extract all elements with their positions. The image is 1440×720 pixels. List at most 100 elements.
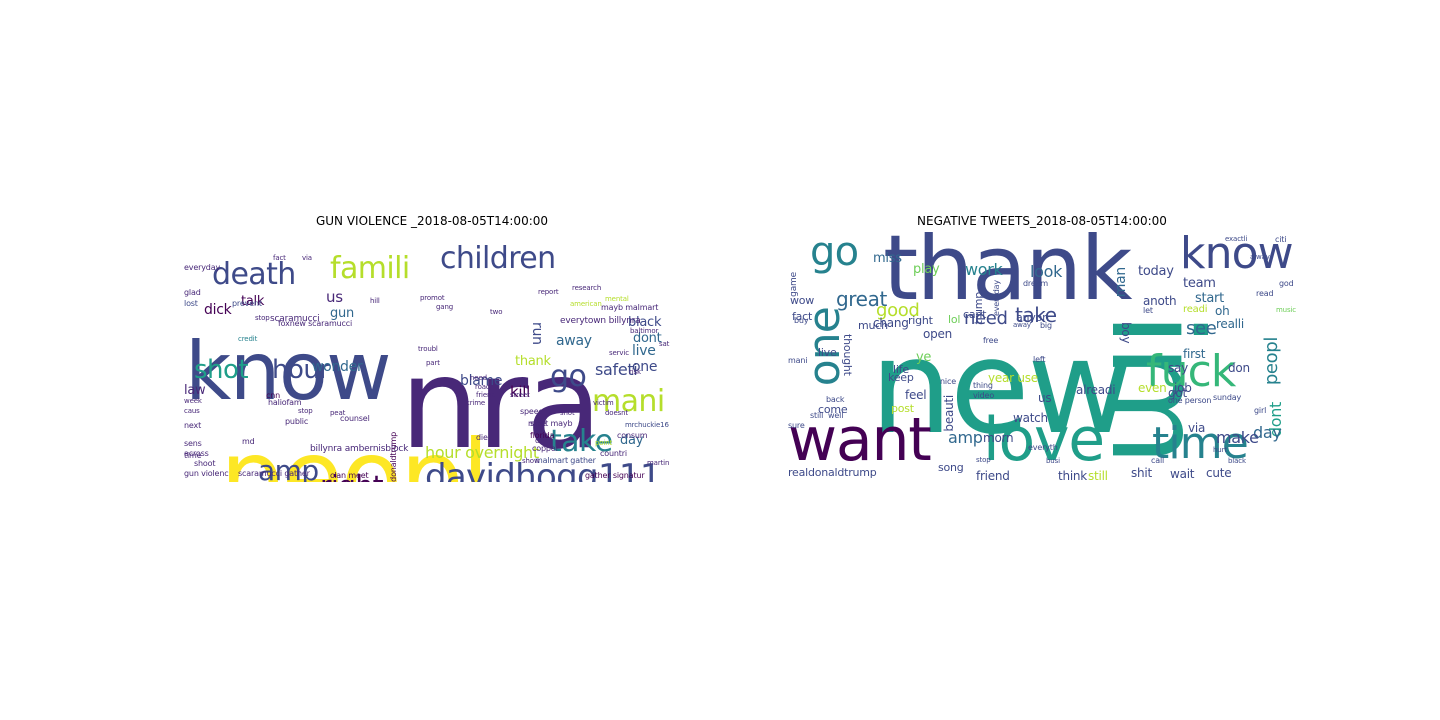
cloud-word: everyday	[992, 280, 1001, 317]
cloud-word: time	[1152, 418, 1249, 469]
cloud-word: one person	[1168, 396, 1212, 405]
cloud-word: beauti	[942, 395, 956, 432]
cloud-word: prevent	[232, 299, 262, 308]
cloud-word: hour	[272, 355, 330, 385]
cloud-word: sunday	[1213, 393, 1242, 402]
cloud-word: fact	[273, 254, 286, 262]
cloud-word: thank	[883, 232, 1132, 321]
cloud-word: away	[1013, 321, 1031, 329]
cloud-word: amp	[948, 428, 983, 447]
cloud-word: first	[1183, 347, 1206, 361]
cloud-word: well	[828, 411, 844, 420]
cloud-word: open	[923, 327, 952, 341]
cloud-word: wonder	[312, 359, 363, 375]
cloud-word: glad	[184, 288, 201, 297]
cloud-word: oh	[1215, 304, 1230, 318]
cloud-word: miss	[873, 251, 902, 266]
cloud-word: victim	[593, 399, 614, 407]
cloud-word: dont	[633, 331, 662, 346]
cloud-word: read	[1256, 289, 1274, 298]
cloud-word: sure	[788, 421, 805, 430]
cloud-word: big	[1040, 321, 1052, 330]
cloud-word: blame	[460, 373, 503, 389]
cloud-word: martin	[647, 459, 670, 467]
cloud-word: counsel	[340, 414, 370, 423]
cloud-word: boy	[1119, 322, 1133, 344]
cloud-word: great	[836, 287, 887, 311]
cloud-word: american	[570, 300, 602, 308]
cloud-word: public	[285, 417, 309, 426]
cloud-word: hurt	[1213, 446, 1227, 454]
cloud-word: fact	[792, 310, 813, 323]
cloud-word: take	[1015, 303, 1057, 327]
cloud-word: anoth	[1143, 294, 1177, 308]
cloud-word: still	[810, 411, 824, 420]
cloud-word: readi	[1183, 304, 1208, 315]
cloud-word: troubl	[418, 345, 438, 353]
cloud-word: play	[913, 262, 940, 277]
cloud-word: morn	[983, 431, 1014, 445]
cloud-word: make	[1216, 428, 1259, 447]
cloud-word: two	[490, 308, 503, 316]
cloud-word: game	[789, 272, 799, 297]
cloud-word: know	[185, 325, 392, 418]
cloud-word: law	[184, 383, 206, 398]
cloud-word: nice	[940, 377, 956, 386]
cloud-word: free	[983, 336, 999, 345]
cloud-word: say	[1168, 361, 1188, 375]
cloud-word: thank	[515, 354, 551, 369]
cloud-word: fuck	[1146, 346, 1236, 397]
cloud-word: florida	[530, 431, 555, 440]
cloud-word: left	[1033, 355, 1046, 364]
cloud-word: love	[983, 405, 1105, 475]
cloud-word: us	[326, 288, 343, 306]
cloud-word: lost	[184, 299, 198, 308]
cloud-word: god	[1279, 279, 1294, 288]
cloud-word: song	[938, 461, 964, 474]
cloud-word: sat	[659, 340, 670, 348]
cloud-word: shoot	[194, 459, 216, 468]
cloud-word: risk	[629, 368, 641, 376]
cloud-word: mani	[592, 384, 665, 419]
cloud-word: dv	[535, 436, 545, 445]
cloud-word: everytown billynra	[560, 316, 641, 326]
cloud-word: friend	[976, 469, 1010, 483]
cloud-word: black	[628, 315, 662, 330]
cloud-word: cant	[963, 308, 987, 321]
cloud-word: team	[1183, 276, 1216, 291]
cloud-word: scaramucci gather	[238, 469, 310, 478]
right-title: NEGATIVE TWEETS_2018-08-05T14:00:00	[917, 214, 1167, 228]
cloud-word: haliofam	[268, 398, 302, 407]
cloud-word: credit	[238, 335, 258, 343]
cloud-word: call	[1151, 456, 1165, 465]
cloud-word: thing	[973, 381, 993, 390]
cloud-word: take	[550, 424, 613, 459]
cloud-word: realdonaldtrump	[389, 432, 398, 482]
cloud-word: much	[858, 319, 888, 332]
cloud-word: wait	[1170, 467, 1195, 481]
gun-violence-word-cloud: nra peopl know children death famili shot hour m…	[180, 232, 680, 482]
cloud-word: see	[1186, 318, 1217, 339]
cloud-word: alreadi	[1076, 383, 1116, 397]
cloud-word: hill	[370, 297, 380, 305]
cloud-word: speech	[520, 407, 548, 416]
cloud-word: day	[1253, 423, 1282, 442]
cloud-word: via	[302, 254, 312, 262]
cloud-word: alway	[1250, 253, 1270, 261]
cloud-word: still	[1088, 469, 1108, 483]
cloud-word: across	[184, 449, 209, 458]
cloud-word: want	[788, 405, 932, 475]
cloud-word: week	[184, 397, 202, 405]
cloud-word: davidhogg111	[425, 457, 662, 482]
cloud-word: stop	[976, 456, 991, 464]
cloud-word: video	[973, 391, 995, 400]
cloud-word: girl	[1254, 406, 1267, 415]
cloud-word: think	[1058, 469, 1087, 483]
cloud-word: gun violenc	[184, 469, 229, 478]
cloud-word: away	[556, 333, 592, 349]
cloud-word: children	[440, 241, 556, 276]
cloud-word: dick	[204, 302, 232, 318]
cloud-word: meet mayb	[528, 419, 573, 428]
cloud-word: mani	[788, 356, 808, 365]
cloud-word: new	[870, 311, 1134, 463]
